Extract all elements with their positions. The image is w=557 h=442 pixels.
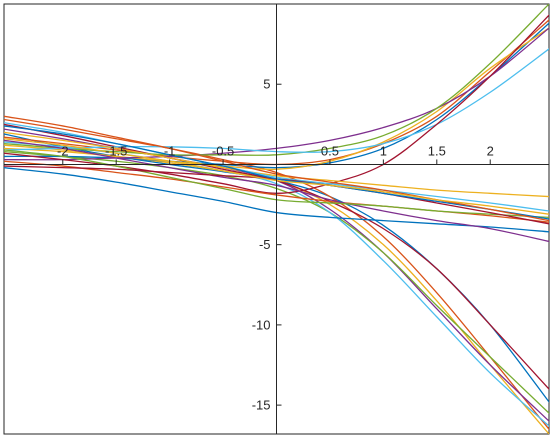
x-tick-label: 1.5	[428, 143, 446, 158]
y-tick-label: 5	[263, 77, 270, 92]
axes	[4, 4, 549, 434]
x-tick-label: -0.5	[212, 143, 234, 158]
x-tick-label: -1	[164, 143, 176, 158]
x-tick-label: 1	[380, 143, 387, 158]
series-line-7	[4, 123, 549, 390]
x-tick-label: 0.5	[321, 143, 339, 158]
x-tick-label: 2	[487, 143, 494, 158]
tick-labels: -2 -1.5 -1 -0.5 0.5 1 1.5 2 5 -5 -10 -15	[57, 77, 494, 413]
series-line-5	[4, 150, 549, 414]
y-tick-label: -10	[252, 317, 271, 332]
y-tick-label: -5	[259, 237, 271, 252]
y-tick-label: -15	[252, 398, 271, 413]
x-tick-label: -2	[57, 143, 69, 158]
x-tick-label: -1.5	[105, 143, 127, 158]
